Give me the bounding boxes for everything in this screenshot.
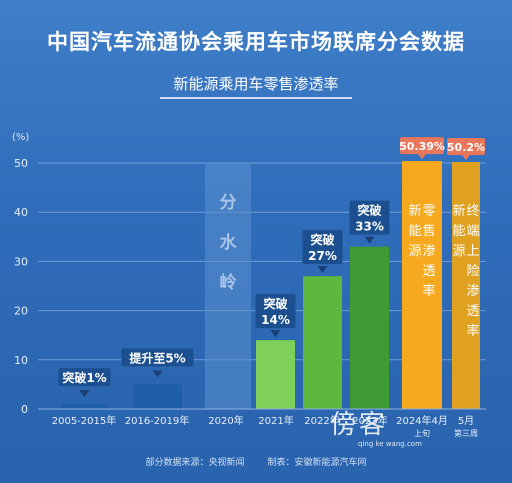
callout-label-line2: 27% — [308, 249, 337, 263]
vertical-label-char: 渗 — [466, 284, 479, 299]
watermark-url: qing ke wang.com — [358, 440, 422, 448]
bar-5 — [350, 246, 389, 409]
vertical-label-char: 新 — [408, 203, 421, 219]
y-axis-unit: (%) — [12, 132, 29, 143]
vertical-label-char: 透 — [422, 264, 435, 279]
callout-box — [400, 137, 444, 155]
chart-title: 中国汽车流通协会乘用车市场联席分会数据 — [47, 30, 465, 54]
callout-box — [302, 230, 343, 265]
bar-7 — [452, 162, 480, 409]
callout-label: 突破1% — [62, 370, 106, 385]
divider-label-char: 水 — [220, 232, 238, 253]
vertical-label-char: 源 — [452, 244, 465, 259]
callout-box — [121, 348, 194, 367]
callout-label: 50.2% — [447, 141, 485, 154]
y-tick-label: 20 — [14, 305, 28, 318]
chart-subtitle: 新能源乘用车零售渗透率 — [160, 71, 352, 99]
x-tick-label: 2024年4月 — [396, 414, 448, 427]
x-tick-label: 2021年 — [258, 414, 293, 427]
callout-label: 50.39% — [399, 140, 445, 153]
bar-1 — [133, 384, 182, 409]
callout-pointer — [79, 390, 90, 398]
y-tick-label: 10 — [14, 354, 28, 367]
divider-band — [205, 163, 251, 409]
x-tick-label: 2020年 — [208, 414, 243, 427]
callout-pointer — [152, 370, 163, 378]
callout-box — [58, 368, 111, 387]
y-tick-label: 50 — [14, 157, 28, 170]
vertical-label-char: 零 — [422, 204, 435, 219]
source-left: 部分数据来源：央视新闻 — [145, 458, 245, 468]
x-tick-label: 2005-2015年 — [52, 414, 117, 427]
callout-pointer — [270, 330, 281, 338]
callout-box — [447, 138, 485, 156]
vertical-label-char: 新 — [452, 203, 465, 219]
bar-4 — [303, 276, 342, 409]
callout-box — [349, 200, 390, 235]
callout-pointer — [462, 155, 470, 161]
vertical-label-char: 渗 — [422, 244, 435, 259]
callout-label: 提升至5% — [129, 350, 185, 365]
vertical-label-char: 端 — [466, 224, 479, 239]
divider-label-char: 分 — [220, 193, 237, 213]
y-tick-label: 0 — [21, 403, 28, 416]
callout-pointer — [364, 236, 375, 244]
x-tick-label: 2023年 — [352, 414, 387, 427]
vertical-label-char: 透 — [466, 304, 479, 319]
vertical-label-char: 能 — [408, 224, 421, 239]
callout-label-line2: 33% — [355, 220, 384, 234]
bar-3 — [256, 340, 295, 409]
callout-label-line1: 突破 — [310, 232, 334, 247]
callout-box — [255, 294, 296, 329]
x-tick-label: 5月 — [458, 415, 474, 427]
vertical-label-char: 率 — [466, 323, 479, 339]
source-right: 制表：安徽新能源汽车网 — [267, 458, 367, 468]
vertical-label-char: 险 — [466, 264, 479, 279]
vertical-label-char: 源 — [408, 244, 421, 259]
y-tick-label: 40 — [14, 206, 28, 219]
vertical-label-char: 率 — [422, 283, 435, 299]
x-tick-label: 2016-2019年 — [125, 414, 190, 427]
callout-label-line1: 突破 — [357, 203, 381, 218]
vertical-label-char: 售 — [422, 223, 435, 239]
x-tick-label: 2022年 — [304, 414, 339, 427]
vertical-label-char: 上 — [466, 244, 479, 259]
divider-label-char: 岭 — [220, 272, 237, 293]
y-tick-label: 30 — [14, 255, 28, 268]
x-tick-label: 上旬 — [414, 428, 430, 438]
source-note: 部分数据来源：央视新闻 制表：安徽新能源汽车网 — [0, 455, 512, 468]
callout-label-line1: 突破 — [263, 296, 287, 311]
watermark-logo: 傍客 — [330, 410, 389, 440]
bar-0 — [61, 404, 108, 409]
callout-label-line2: 14% — [261, 313, 290, 327]
vertical-label-char: 能 — [452, 224, 465, 239]
callout-pointer — [418, 154, 426, 160]
callout-pointer — [317, 266, 328, 274]
x-tick-label: 第三周 — [454, 428, 478, 438]
vertical-label-char: 终 — [466, 203, 479, 219]
bar-6 — [402, 161, 442, 409]
